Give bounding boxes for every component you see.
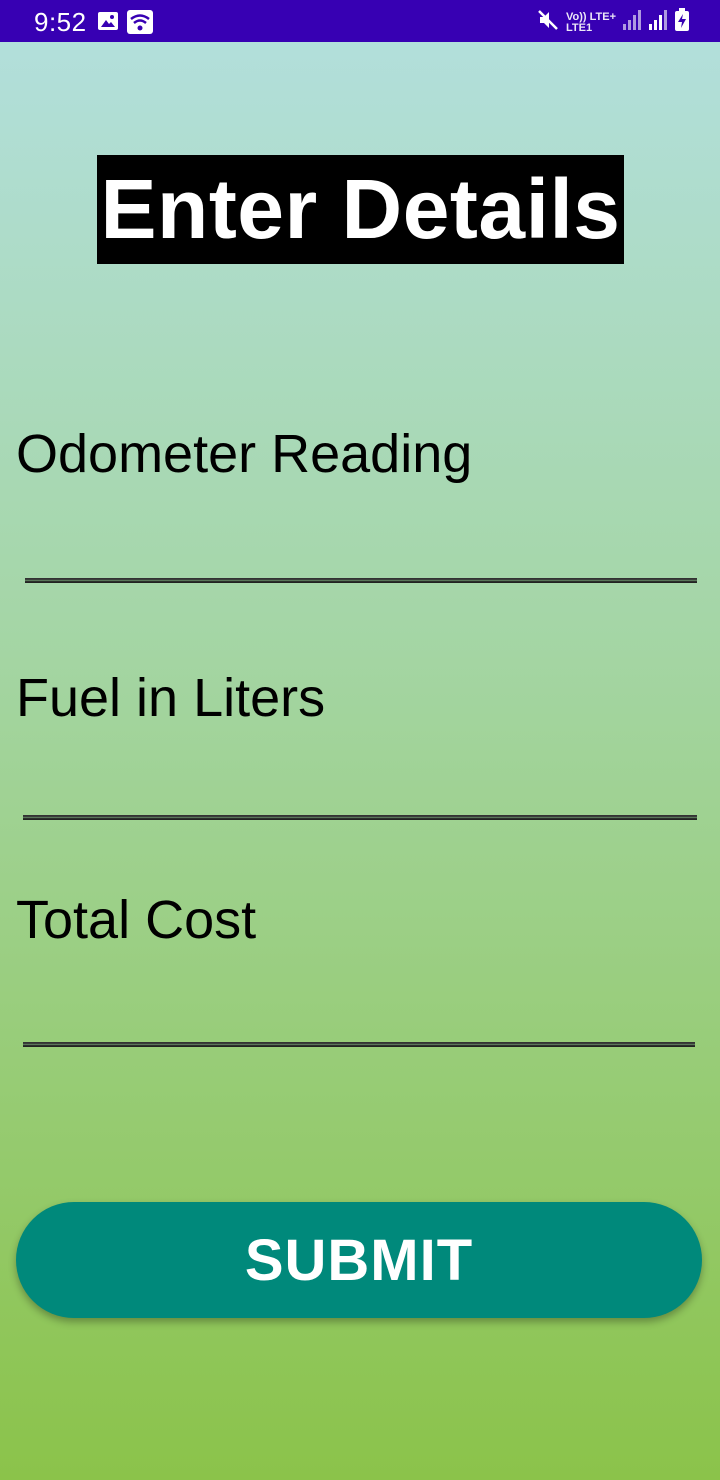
total-cost-label: Total Cost xyxy=(16,890,257,950)
odometer-input[interactable] xyxy=(25,522,697,572)
status-time: 9:52 xyxy=(34,7,87,37)
fuel-input[interactable] xyxy=(23,760,697,810)
total-cost-underline xyxy=(23,1042,695,1047)
network-bottom-label: LTE1 xyxy=(565,21,593,34)
fuel-underline xyxy=(23,815,697,820)
odometer-label: Odometer Reading xyxy=(16,424,473,484)
signal-icon xyxy=(622,9,642,36)
battery-charging-icon xyxy=(674,8,690,37)
status-right-icons: Vo)) LTE+ LTE1 xyxy=(536,8,690,37)
image-icon xyxy=(97,10,119,39)
fuel-label: Fuel in Liters xyxy=(16,668,326,728)
form-screen: Enter Details Odometer Reading Fuel in L… xyxy=(0,42,720,1480)
network-label: Vo)) LTE+ LTE1 xyxy=(565,10,616,34)
wifi-icon xyxy=(127,10,153,39)
mute-icon xyxy=(536,8,560,37)
odometer-underline xyxy=(25,578,697,583)
page-title: Enter Details xyxy=(97,155,624,264)
status-bar: 9:52 Vo)) LTE+ LTE1 xyxy=(0,0,720,42)
total-cost-input[interactable] xyxy=(23,987,695,1037)
status-left-icons xyxy=(97,10,153,39)
signal-icon xyxy=(648,9,668,36)
submit-button[interactable]: SUBMIT xyxy=(16,1202,702,1318)
network-top-label: Vo)) LTE+ xyxy=(565,10,616,23)
